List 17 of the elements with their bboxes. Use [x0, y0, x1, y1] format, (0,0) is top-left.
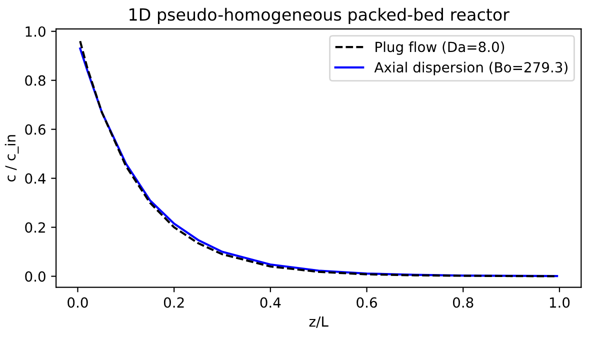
legend-label: Plug flow (Da=8.0) — [376, 41, 504, 55]
y-tick-label: 0.0 — [25, 271, 46, 282]
y-tick-label: 0.2 — [25, 222, 45, 233]
y-tick-label: 0.6 — [25, 124, 46, 135]
x-tick-label: 0.0 — [68, 297, 88, 308]
y-tick-label: 1.0 — [26, 26, 46, 37]
x-tick-label: 1.0 — [550, 297, 570, 308]
x-tick-label: 0.6 — [356, 297, 377, 308]
y-tick-label: 0.8 — [25, 75, 46, 86]
x-tick-label: 0.4 — [260, 297, 281, 308]
chart-title: 1D pseudo-homogeneous packed-bed reactor — [130, 8, 510, 24]
y-axis-title: c / c_in — [4, 135, 19, 182]
x-axis-title: z/L — [309, 316, 328, 328]
y-tick-label: 0.4 — [25, 173, 46, 184]
x-tick-label: 0.2 — [164, 297, 184, 308]
legend-label: Axial dispersion (Bo=279.3) — [374, 62, 568, 76]
x-tick-label: 0.8 — [452, 297, 474, 308]
